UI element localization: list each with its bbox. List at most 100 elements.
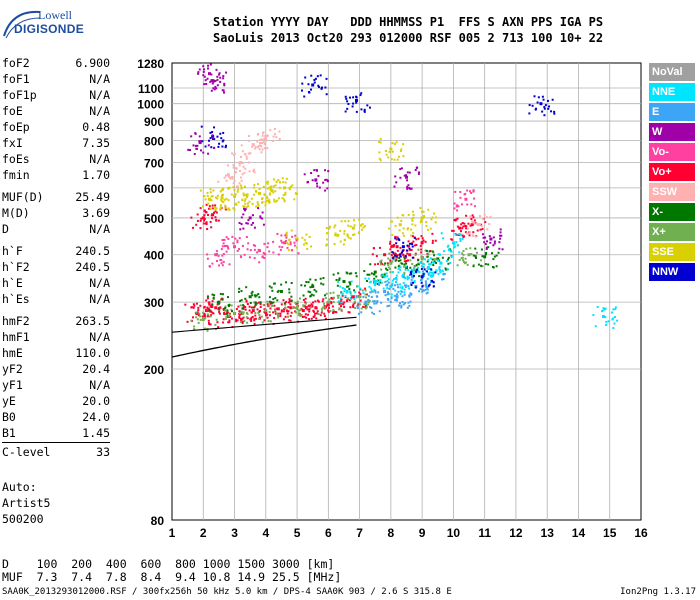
data-point-texture: [374, 291, 377, 294]
data-point-texture: [350, 272, 353, 275]
data-point-texture: [263, 193, 266, 196]
data-point-texture: [197, 71, 200, 74]
data-point-texture: [422, 239, 425, 242]
data-point-texture: [281, 197, 284, 200]
data-point-texture: [388, 287, 391, 290]
data-point-texture: [252, 244, 255, 247]
data-point-texture: [341, 292, 344, 295]
data-point-texture: [191, 316, 194, 319]
param-row-fof1: foF1 N/A: [2, 71, 110, 87]
data-point-texture: [301, 315, 304, 318]
data-point-texture: [469, 190, 472, 193]
data-point-texture: [212, 207, 215, 210]
data-point-texture: [234, 166, 237, 169]
data-point-texture: [399, 286, 402, 289]
data-point-texture: [347, 102, 350, 105]
data-point-texture: [216, 197, 219, 200]
data-point-texture: [420, 210, 423, 213]
param-row-foes: foEs N/A: [2, 151, 110, 167]
data-point-texture: [223, 198, 226, 201]
data-point-texture: [387, 281, 390, 284]
data-point-texture: [412, 274, 415, 277]
series-sse: [199, 137, 438, 252]
data-point-texture: [458, 233, 461, 236]
data-point-texture: [337, 280, 340, 283]
param-value: 25.49: [75, 190, 110, 204]
data-point-texture: [237, 201, 240, 204]
data-point-texture: [438, 268, 441, 271]
data-point-texture: [246, 317, 249, 320]
data-point-texture: [202, 74, 205, 77]
data-point-texture: [208, 265, 211, 268]
data-point-texture: [380, 281, 383, 284]
data-point-texture: [225, 71, 228, 74]
data-point-texture: [441, 278, 444, 281]
data-point-texture: [263, 138, 266, 141]
data-point-texture: [225, 236, 228, 239]
data-point-texture: [402, 281, 405, 284]
data-point-texture: [385, 267, 388, 270]
data-point-texture: [316, 182, 319, 185]
data-point-texture: [212, 87, 215, 90]
data-point-texture: [268, 285, 271, 288]
param-label: foF1p: [2, 88, 37, 102]
fitted-profile-trace: [171, 324, 357, 358]
x-tick-label: 7: [356, 526, 363, 540]
muf-scale: D 100 200 400 600 800 1000 1500 3000 [km…: [2, 558, 341, 584]
data-point-texture: [310, 74, 313, 77]
data-point-texture: [426, 252, 429, 255]
data-point-texture: [402, 227, 405, 230]
data-point-texture: [222, 77, 225, 80]
data-point-texture: [217, 145, 220, 148]
data-point-texture: [338, 277, 341, 280]
data-point-texture: [219, 132, 222, 135]
data-point-texture: [431, 239, 434, 242]
data-point-texture: [378, 151, 381, 154]
data-point-texture: [243, 171, 246, 174]
data-point-texture: [206, 191, 209, 194]
data-point-texture: [209, 191, 212, 194]
data-point: [201, 318, 205, 322]
data-point-texture: [323, 312, 326, 315]
data-point-texture: [367, 277, 370, 280]
data-point-texture: [299, 314, 302, 317]
data-point-texture: [319, 314, 322, 317]
param-row-b0: B0 24.0: [2, 409, 110, 425]
data-point-texture: [309, 291, 312, 294]
param-value: N/A: [89, 72, 110, 86]
data-point-texture: [206, 306, 209, 309]
data-point-texture: [433, 260, 436, 263]
data-point-texture: [274, 310, 277, 313]
data-point-texture: [404, 254, 407, 257]
data-point-texture: [357, 312, 360, 315]
data-point: [251, 309, 255, 313]
data-point-texture: [282, 194, 285, 197]
data-point-texture: [218, 302, 221, 305]
data-point-texture: [397, 238, 400, 241]
data-point-texture: [203, 75, 206, 78]
data-point-texture: [310, 172, 313, 175]
data-point-texture: [234, 318, 237, 321]
data-point-texture: [265, 199, 268, 202]
data-point-texture: [460, 203, 463, 206]
data-point-texture: [362, 295, 365, 298]
data-point-texture: [353, 298, 356, 301]
y-tick-label: 200: [144, 363, 164, 377]
data-point-texture: [399, 259, 402, 262]
data-point-texture: [199, 149, 202, 152]
data-point-texture: [470, 217, 473, 220]
data-point-texture: [453, 207, 456, 210]
data-point-texture: [253, 171, 256, 174]
data-point-texture: [245, 155, 248, 158]
data-point-texture: [219, 206, 222, 209]
data-point-texture: [304, 302, 307, 305]
data-point-texture: [432, 273, 435, 276]
data-point-texture: [396, 283, 399, 286]
data-point-texture: [282, 318, 285, 321]
data-point-texture: [268, 300, 271, 303]
data-point-texture: [477, 263, 480, 266]
data-point-texture: [415, 243, 418, 246]
data-point-texture: [246, 202, 249, 205]
data-point-texture: [308, 318, 311, 321]
data-point-texture: [206, 77, 209, 80]
